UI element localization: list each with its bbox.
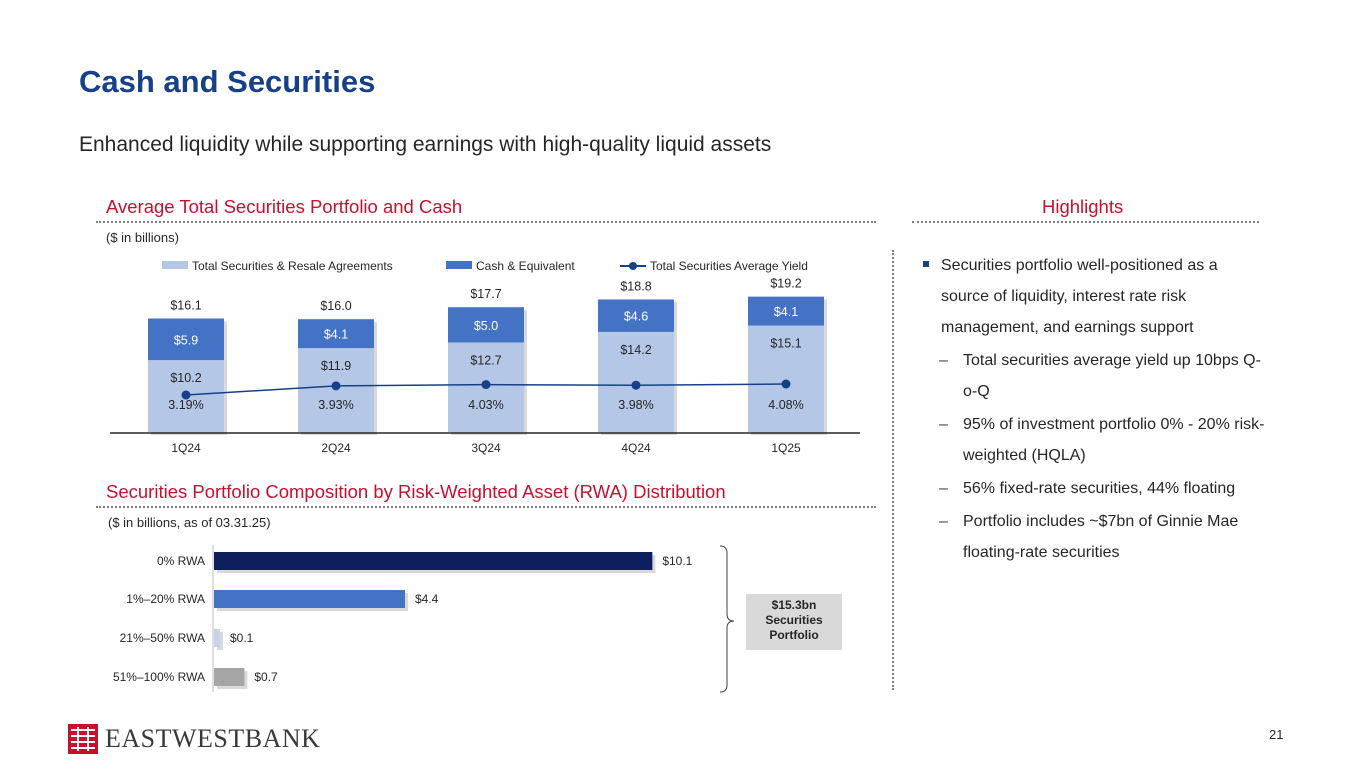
label-cash: $5.0 <box>474 319 498 333</box>
yield-label: 4.03% <box>468 398 503 412</box>
bar-cash <box>448 307 524 343</box>
callout-line-3: Portfolio <box>769 628 819 642</box>
rwa-bar <box>214 552 653 570</box>
yield-label: 3.19% <box>168 398 203 412</box>
rwa-category-label: 1%–20% RWA <box>126 592 205 606</box>
yield-label: 3.93% <box>318 398 353 412</box>
legend-label-cash: Cash & Equivalent <box>476 259 575 273</box>
highlight-main: Securities portfolio well-positioned as … <box>923 250 1268 343</box>
bank-logo-icon <box>68 724 98 754</box>
vertical-divider <box>892 250 894 690</box>
rwa-category-label: 0% RWA <box>157 554 205 568</box>
page-subtitle: Enhanced liquidity while supporting earn… <box>79 133 772 156</box>
bar-cash <box>148 318 224 361</box>
rwa-value-label: $0.7 <box>254 670 278 684</box>
rwa-bar <box>214 629 220 647</box>
legend-marker-yield <box>629 262 637 270</box>
label-cash: $5.9 <box>174 333 198 347</box>
portfolio-total-callout: $15.3bn Securities Portfolio <box>746 594 842 650</box>
rwa-brace <box>719 545 735 693</box>
bar-cash <box>748 296 824 326</box>
yield-label: 3.98% <box>618 398 653 412</box>
category-label: 2Q24 <box>321 441 351 455</box>
highlights-title: Highlights <box>1042 196 1124 217</box>
rwa-bar <box>214 668 245 686</box>
bank-logo-text: EASTWESTBANK <box>105 724 321 753</box>
rwa-category-label: 21%–50% RWA <box>120 631 205 645</box>
label-cash: $4.1 <box>324 328 348 342</box>
page-title: Cash and Securities <box>79 64 376 99</box>
yield-point <box>331 381 341 391</box>
bar-cash <box>598 299 674 332</box>
page-number: 21 <box>1269 727 1284 742</box>
category-label: 1Q24 <box>171 441 201 455</box>
highlights-list: Securities portfolio well-positioned as … <box>923 250 1268 570</box>
chart-legend: Total Securities & Resale Agreements Cas… <box>162 259 808 273</box>
legend-swatch-securities <box>162 261 188 269</box>
bar-securities <box>748 325 824 432</box>
callout-line-1: $15.3bn <box>771 598 817 612</box>
category-label: 1Q25 <box>771 441 801 455</box>
rwa-value-label: $4.4 <box>415 592 439 606</box>
legend-swatch-cash <box>446 261 472 269</box>
label-cash: $4.6 <box>624 310 648 324</box>
label-securities: $15.1 <box>770 337 801 351</box>
rwa-section-divider <box>96 506 876 508</box>
rwa-section-title: Securities Portfolio Composition by Risk… <box>106 481 726 502</box>
rwa-units: ($ in billions, as of 03.31.25) <box>108 515 271 530</box>
highlight-sub-3: 56% fixed-rate securities, 44% floating <box>923 473 1268 504</box>
label-securities: $10.2 <box>170 371 201 385</box>
yield-point <box>481 380 491 390</box>
portfolio-units: ($ in billions) <box>106 230 179 245</box>
label-total: $19.2 <box>770 277 801 291</box>
highlights-divider <box>912 221 1259 223</box>
legend-label-yield: Total Securities Average Yield <box>650 259 808 273</box>
portfolio-section-divider <box>96 221 876 223</box>
rwa-value-label: $0.1 <box>230 631 254 645</box>
legend-label-securities: Total Securities & Resale Agreements <box>192 259 393 273</box>
yield-point <box>631 380 641 390</box>
label-securities: $11.9 <box>321 359 351 373</box>
rwa-value-label: $10.1 <box>662 554 692 568</box>
label-securities: $14.2 <box>620 343 651 357</box>
label-total: $17.7 <box>470 287 501 301</box>
rwa-bar <box>214 590 405 608</box>
label-cash: $4.1 <box>774 305 798 319</box>
highlight-sub-4: Portfolio includes ~$7bn of Ginnie Mae f… <box>923 506 1268 568</box>
callout-line-2: Securities <box>765 613 823 627</box>
bar-cash <box>298 319 374 349</box>
yield-label: 4.08% <box>768 398 803 412</box>
yield-point <box>781 379 791 389</box>
rwa-category-label: 51%–100% RWA <box>113 670 205 684</box>
highlight-sub-1: Total securities average yield up 10bps … <box>923 345 1268 407</box>
highlight-sub-2: 95% of investment portfolio 0% - 20% ris… <box>923 409 1268 471</box>
yield-point <box>181 390 191 400</box>
category-label: 4Q24 <box>621 441 651 455</box>
label-total: $16.1 <box>170 298 201 312</box>
category-label: 3Q24 <box>471 441 501 455</box>
label-total: $18.8 <box>620 279 651 293</box>
label-securities: $12.7 <box>470 353 501 367</box>
portfolio-section-title: Average Total Securities Portfolio and C… <box>106 196 463 217</box>
label-total: $16.0 <box>320 299 351 313</box>
